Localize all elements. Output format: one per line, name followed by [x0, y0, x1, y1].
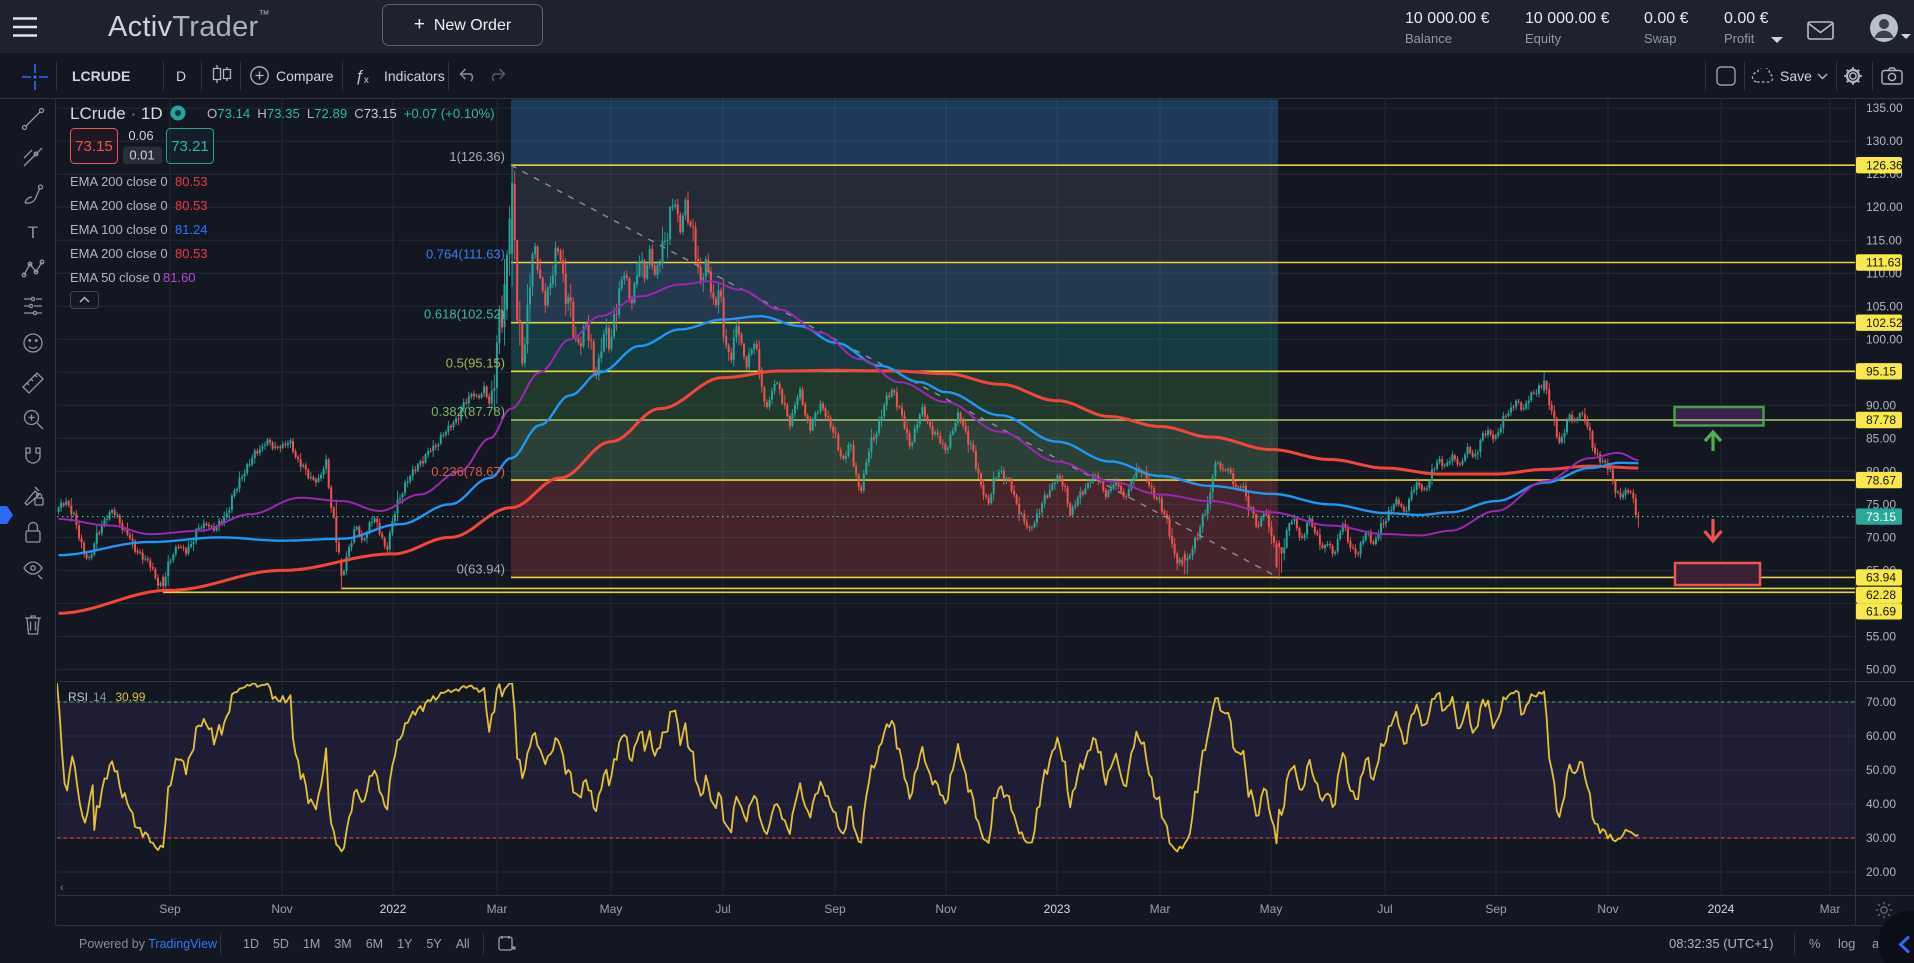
svg-text:65.00: 65.00 — [1866, 563, 1896, 577]
svg-text:63.94: 63.94 — [1866, 571, 1896, 585]
svg-text:90.00: 90.00 — [1866, 398, 1896, 412]
svg-text:81.60: 81.60 — [163, 270, 196, 285]
svg-text:73.15: 73.15 — [1866, 510, 1896, 524]
svg-text:LCrude · 1D: LCrude · 1D — [70, 104, 163, 123]
svg-text:Sep: Sep — [1485, 902, 1507, 916]
svg-text:61.69: 61.69 — [1866, 605, 1896, 619]
svg-text:60.00: 60.00 — [1866, 596, 1896, 610]
svg-text:EMA 200 close 0: EMA 200 close 0 — [70, 174, 168, 189]
svg-text:80.53: 80.53 — [175, 174, 208, 189]
svg-text:81.24: 81.24 — [175, 222, 208, 237]
svg-text:0.01: 0.01 — [129, 148, 154, 163]
svg-text:78.67: 78.67 — [1866, 473, 1896, 487]
svg-text:55.00: 55.00 — [1866, 629, 1896, 643]
svg-text:125.00: 125.00 — [1866, 167, 1903, 181]
svg-text:50.00: 50.00 — [1866, 763, 1896, 777]
svg-text:EMA 200 close 0: EMA 200 close 0 — [70, 198, 168, 213]
svg-text:Mar: Mar — [1820, 902, 1841, 916]
svg-text:EMA 200 close 0: EMA 200 close 0 — [70, 246, 168, 261]
svg-text:0(63.94): 0(63.94) — [457, 561, 505, 576]
svg-text:87.78: 87.78 — [1866, 413, 1896, 427]
svg-text:0.382(87.78): 0.382(87.78) — [431, 404, 505, 419]
svg-text:0.618(102.52): 0.618(102.52) — [424, 307, 505, 322]
svg-text:Sep: Sep — [159, 902, 181, 916]
svg-text:60.00: 60.00 — [1866, 729, 1896, 743]
svg-text:Nov: Nov — [271, 902, 292, 916]
svg-text:105.00: 105.00 — [1866, 299, 1903, 313]
svg-text:70.00: 70.00 — [1866, 530, 1896, 544]
svg-text:73.21: 73.21 — [171, 138, 209, 155]
svg-text:100.00: 100.00 — [1866, 332, 1903, 346]
svg-text:110.00: 110.00 — [1866, 266, 1902, 280]
svg-text:EMA 50 close 0: EMA 50 close 0 — [70, 270, 160, 285]
svg-text:EMA 100 close 0: EMA 100 close 0 — [70, 222, 168, 237]
svg-text:Sep: Sep — [824, 902, 846, 916]
svg-text:2024: 2024 — [1708, 902, 1735, 916]
svg-text:2023: 2023 — [1044, 902, 1071, 916]
svg-text:Jul: Jul — [1377, 902, 1392, 916]
svg-text:Mar: Mar — [487, 902, 508, 916]
svg-text:T: T — [28, 223, 38, 242]
svg-text:1(126.36): 1(126.36) — [449, 149, 505, 164]
svg-text:95.15: 95.15 — [1866, 365, 1896, 379]
svg-text:75.00: 75.00 — [1866, 497, 1896, 511]
svg-text:70.00: 70.00 — [1866, 695, 1896, 709]
svg-text:Nov: Nov — [1597, 902, 1618, 916]
svg-text:73.15: 73.15 — [75, 138, 113, 155]
svg-text:May: May — [1260, 902, 1283, 916]
svg-text:30.00: 30.00 — [1866, 831, 1896, 845]
svg-text:135.00: 135.00 — [1866, 101, 1903, 115]
svg-text:50.00: 50.00 — [1866, 663, 1896, 677]
svg-text:0.5(95.15): 0.5(95.15) — [446, 355, 505, 370]
svg-text:80.00: 80.00 — [1866, 464, 1896, 478]
svg-text:102.52: 102.52 — [1866, 316, 1903, 330]
svg-text:May: May — [600, 902, 623, 916]
svg-text:0.764(111.63): 0.764(111.63) — [426, 247, 505, 262]
svg-text:2022: 2022 — [380, 902, 407, 916]
svg-text:80.53: 80.53 — [175, 246, 208, 261]
svg-text:Nov: Nov — [935, 902, 956, 916]
svg-text:0.236(78.67): 0.236(78.67) — [431, 464, 505, 479]
svg-text:111.63: 111.63 — [1866, 256, 1901, 270]
svg-text:85.00: 85.00 — [1866, 431, 1896, 445]
svg-text:0.06: 0.06 — [128, 128, 153, 143]
svg-text:80.53: 80.53 — [175, 198, 208, 213]
svg-text:120.00: 120.00 — [1866, 200, 1903, 214]
svg-text:20.00: 20.00 — [1866, 865, 1896, 879]
svg-text:115.00: 115.00 — [1866, 233, 1902, 247]
svg-text:Jul: Jul — [715, 902, 730, 916]
svg-text:62.28: 62.28 — [1866, 588, 1896, 602]
svg-text:‹: ‹ — [60, 882, 64, 894]
svg-text:95.00: 95.00 — [1866, 365, 1896, 379]
svg-text:40.00: 40.00 — [1866, 797, 1896, 811]
svg-text:126.36: 126.36 — [1866, 158, 1903, 172]
svg-text:130.00: 130.00 — [1866, 134, 1903, 148]
svg-text:Mar: Mar — [1150, 902, 1171, 916]
